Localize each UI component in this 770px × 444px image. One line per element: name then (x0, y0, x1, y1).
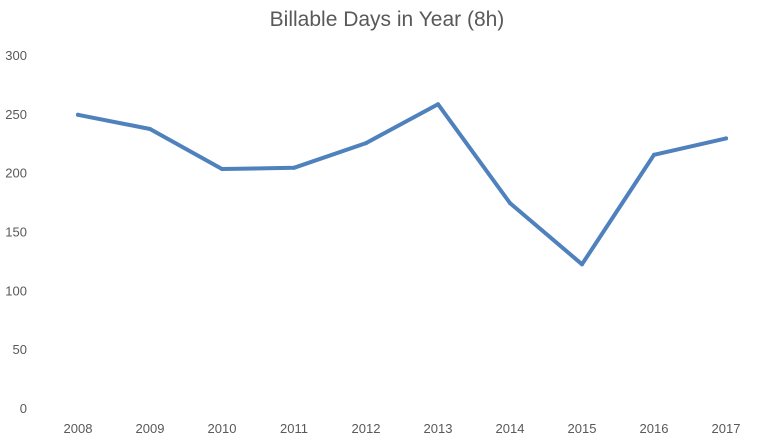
x-tick-label: 2016 (640, 421, 669, 436)
y-tick-label: 50 (13, 342, 27, 357)
y-tick-label: 0 (20, 401, 27, 416)
data-point (148, 127, 152, 131)
x-tick-label: 2015 (568, 421, 597, 436)
y-tick-label: 150 (5, 225, 27, 240)
y-tick-label: 200 (5, 166, 27, 181)
data-point (292, 165, 296, 170)
x-axis-tick-labels: 2008 2009 2010 2011 2012 2013 2014 2015 2016 2017 (64, 421, 741, 436)
x-tick-label: 2013 (424, 421, 453, 436)
data-point (220, 167, 224, 171)
data-point (364, 141, 368, 146)
y-tick-label: 250 (5, 107, 27, 122)
x-tick-label: 2017 (712, 421, 741, 436)
x-tick-label: 2010 (208, 421, 237, 436)
x-tick-label: 2011 (280, 421, 308, 436)
x-tick-label: 2012 (352, 421, 381, 436)
data-point (724, 136, 728, 141)
data-point (580, 262, 584, 267)
data-point (436, 102, 440, 107)
data-point (76, 112, 80, 117)
x-tick-label: 2008 (64, 421, 93, 436)
data-point (652, 152, 656, 157)
y-tick-label: 300 (5, 48, 27, 63)
series-line (76, 102, 728, 267)
chart-title: Billable Days in Year (8h) (269, 8, 505, 31)
data-point (508, 201, 512, 206)
x-tick-label: 2009 (136, 421, 165, 436)
y-tick-label: 100 (5, 283, 27, 298)
y-axis-tick-labels: 0 50 100 150 200 250 300 (5, 48, 27, 416)
series-layer (76, 102, 728, 267)
x-tick-label: 2014 (496, 421, 525, 436)
